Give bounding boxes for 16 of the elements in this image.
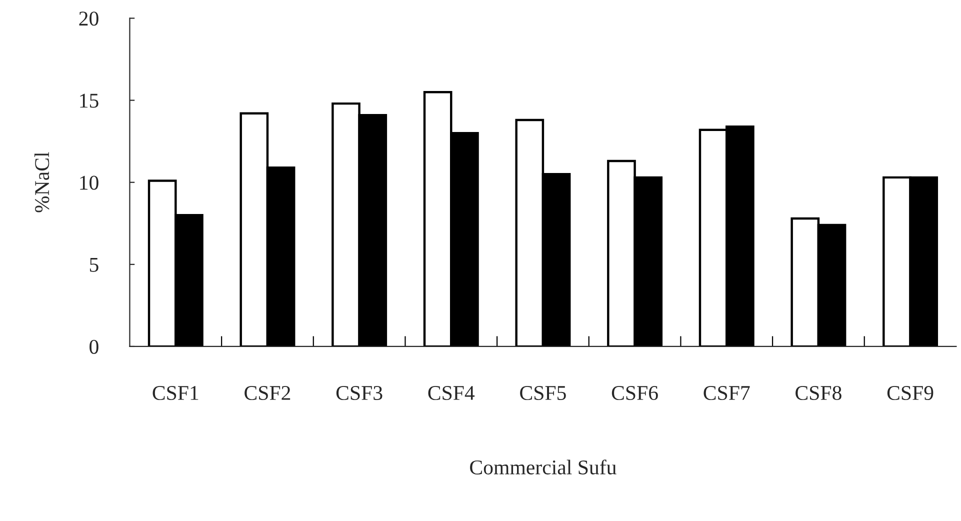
x-tick-label: CSF4 bbox=[428, 386, 475, 400]
y-tick-label: 5 bbox=[90, 258, 98, 272]
x-tick-label: CSF2 bbox=[244, 386, 290, 400]
x-tick-label: CSF1 bbox=[152, 386, 198, 400]
y-tick-label: 10 bbox=[80, 176, 98, 190]
x-tick-label: CSF7 bbox=[704, 386, 750, 400]
y-tick-label: 20 bbox=[79, 12, 98, 26]
x-axis-title: Commercial Sufu bbox=[470, 460, 616, 474]
y-tick-label: 0 bbox=[90, 340, 98, 354]
y-tick-label: 15 bbox=[80, 94, 98, 108]
y-axis-title: %NaCl bbox=[34, 152, 50, 212]
x-tick-label: CSF9 bbox=[887, 386, 934, 400]
x-tick-label: CSF3 bbox=[336, 386, 382, 400]
x-tick-label: CSF8 bbox=[796, 386, 842, 400]
x-tick-label: CSF6 bbox=[612, 386, 658, 400]
x-tick-label: CSF5 bbox=[520, 386, 566, 400]
